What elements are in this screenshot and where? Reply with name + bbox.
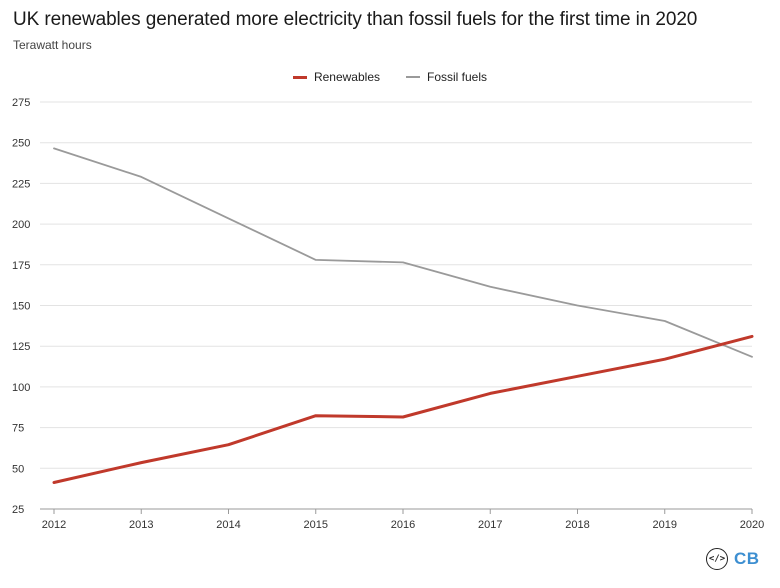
y-tick-label-100: 100 [12, 382, 30, 394]
series-line-renewables [52, 334, 754, 484]
x-tick-label-2016: 2016 [391, 519, 415, 531]
y-tick-label-75: 75 [12, 423, 24, 435]
y-tick-label-225: 225 [12, 178, 30, 190]
y-tick-label-175: 175 [12, 260, 30, 272]
legend-swatch-fossil-fuels [406, 76, 420, 78]
carbon-brief-logo: </> CB [706, 548, 760, 570]
chart-subtitle: Terawatt hours [13, 38, 92, 52]
x-tick-label-2012: 2012 [42, 519, 66, 531]
x-tick-label-2020: 2020 [740, 519, 764, 531]
legend-label-fossil-fuels: Fossil fuels [427, 70, 488, 84]
code-icon: </> [706, 548, 728, 570]
y-tick-label-250: 250 [12, 138, 30, 150]
y-tick-label-275: 275 [12, 97, 30, 109]
legend-item-renewables: Renewables [292, 70, 380, 84]
x-tick-label-2017: 2017 [478, 519, 502, 531]
y-tick-label-150: 150 [12, 301, 30, 313]
x-tick-label-2014: 2014 [216, 519, 240, 531]
y-tick-label-200: 200 [12, 219, 30, 231]
legend-item-fossil-fuels: Fossil fuels [406, 70, 487, 84]
x-tick-label-2019: 2019 [653, 519, 677, 531]
y-tick-label-125: 125 [12, 341, 30, 353]
x-tick-label-2018: 2018 [565, 519, 589, 531]
y-tick-label-50: 50 [12, 463, 24, 475]
legend-label-renewables: Renewables [313, 70, 380, 84]
series-line-fossil-fuels [53, 147, 753, 358]
logo-text: CB [734, 549, 760, 568]
x-tick-label-2013: 2013 [129, 519, 153, 531]
y-tick-label-25: 25 [12, 504, 24, 516]
x-tick-label-2015: 2015 [304, 519, 328, 531]
legend: Renewables Fossil fuels [0, 70, 780, 84]
legend-swatch-renewables [292, 75, 307, 79]
chart-title: UK renewables generated more electricity… [13, 9, 698, 30]
